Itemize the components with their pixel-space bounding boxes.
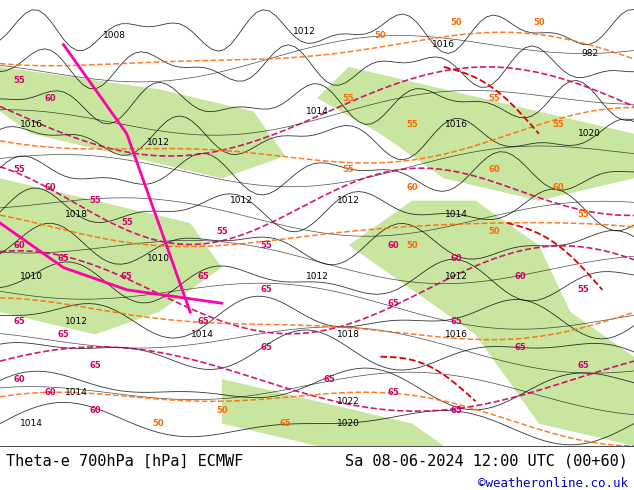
Text: 60: 60: [13, 374, 25, 384]
Text: 50: 50: [153, 419, 164, 428]
Text: 65: 65: [387, 388, 399, 397]
Text: 60: 60: [45, 183, 56, 192]
Text: 1014: 1014: [306, 107, 328, 116]
Text: 55: 55: [578, 285, 589, 294]
Polygon shape: [222, 379, 444, 446]
Text: 55: 55: [578, 210, 589, 219]
Text: 65: 65: [58, 330, 69, 339]
Text: 1014: 1014: [445, 210, 468, 219]
Text: 1010: 1010: [20, 272, 43, 281]
Text: 1016: 1016: [445, 330, 468, 339]
Text: 60: 60: [451, 254, 462, 263]
Text: 50: 50: [533, 18, 545, 27]
Text: 1012: 1012: [293, 27, 316, 36]
Text: 1012: 1012: [337, 196, 360, 205]
Text: 982: 982: [581, 49, 598, 58]
Text: 60: 60: [45, 388, 56, 397]
Text: 60: 60: [89, 406, 101, 415]
Text: 55: 55: [552, 121, 564, 129]
Text: 1012: 1012: [230, 196, 252, 205]
Text: 65: 65: [197, 317, 209, 325]
Text: 55: 55: [13, 165, 25, 174]
Text: 1020: 1020: [337, 419, 360, 428]
Text: 1012: 1012: [65, 317, 87, 325]
Text: 65: 65: [451, 406, 462, 415]
Text: 50: 50: [489, 227, 500, 236]
Text: 65: 65: [514, 343, 526, 352]
Text: 1008: 1008: [103, 31, 126, 40]
Text: 65: 65: [121, 272, 133, 281]
Text: 1018: 1018: [337, 330, 360, 339]
Text: 50: 50: [406, 241, 418, 250]
Text: 65: 65: [387, 299, 399, 308]
Text: 60: 60: [406, 183, 418, 192]
Text: 1012: 1012: [306, 272, 328, 281]
Text: 55: 55: [406, 121, 418, 129]
Text: 60: 60: [489, 165, 500, 174]
Text: 1012: 1012: [445, 272, 468, 281]
Text: 65: 65: [280, 419, 291, 428]
Text: 1016: 1016: [20, 121, 43, 129]
Text: 1016: 1016: [432, 40, 455, 49]
Text: 55: 55: [13, 76, 25, 85]
Polygon shape: [0, 178, 222, 334]
Text: 65: 65: [261, 343, 272, 352]
Text: 65: 65: [13, 317, 25, 325]
Text: 1018: 1018: [65, 210, 87, 219]
Text: 60: 60: [552, 183, 564, 192]
Text: 1014: 1014: [191, 330, 214, 339]
Text: 1012: 1012: [147, 138, 170, 147]
Text: 55: 55: [121, 219, 133, 227]
Text: 1014: 1014: [20, 419, 43, 428]
Polygon shape: [0, 67, 285, 178]
Text: 60: 60: [514, 272, 526, 281]
Text: 1022: 1022: [337, 397, 360, 406]
Text: 1010: 1010: [147, 254, 170, 263]
Text: 55: 55: [343, 94, 354, 102]
Text: 60: 60: [13, 241, 25, 250]
Text: 65: 65: [197, 272, 209, 281]
Text: 55: 55: [489, 94, 500, 102]
Text: Sa 08-06-2024 12:00 UTC (00+60): Sa 08-06-2024 12:00 UTC (00+60): [345, 454, 628, 469]
Text: 1016: 1016: [445, 121, 468, 129]
Text: 55: 55: [216, 227, 228, 236]
Text: Theta-e 700hPa [hPa] ECMWF: Theta-e 700hPa [hPa] ECMWF: [6, 454, 243, 469]
Text: 65: 65: [89, 361, 101, 370]
Text: 55: 55: [261, 241, 272, 250]
Text: 55: 55: [89, 196, 101, 205]
Text: 50: 50: [216, 406, 228, 415]
Text: 65: 65: [261, 285, 272, 294]
Text: 1014: 1014: [65, 388, 87, 397]
Text: 60: 60: [387, 241, 399, 250]
Polygon shape: [317, 67, 634, 201]
Text: 50: 50: [375, 31, 386, 40]
Text: 1020: 1020: [578, 129, 601, 138]
Text: 65: 65: [58, 254, 69, 263]
Text: 55: 55: [343, 165, 354, 174]
Text: 65: 65: [451, 317, 462, 325]
Text: 65: 65: [324, 374, 335, 384]
Polygon shape: [349, 201, 634, 446]
Text: 65: 65: [578, 361, 589, 370]
Text: 60: 60: [45, 94, 56, 102]
Text: 50: 50: [451, 18, 462, 27]
Text: ©weatheronline.co.uk: ©weatheronline.co.uk: [477, 477, 628, 490]
